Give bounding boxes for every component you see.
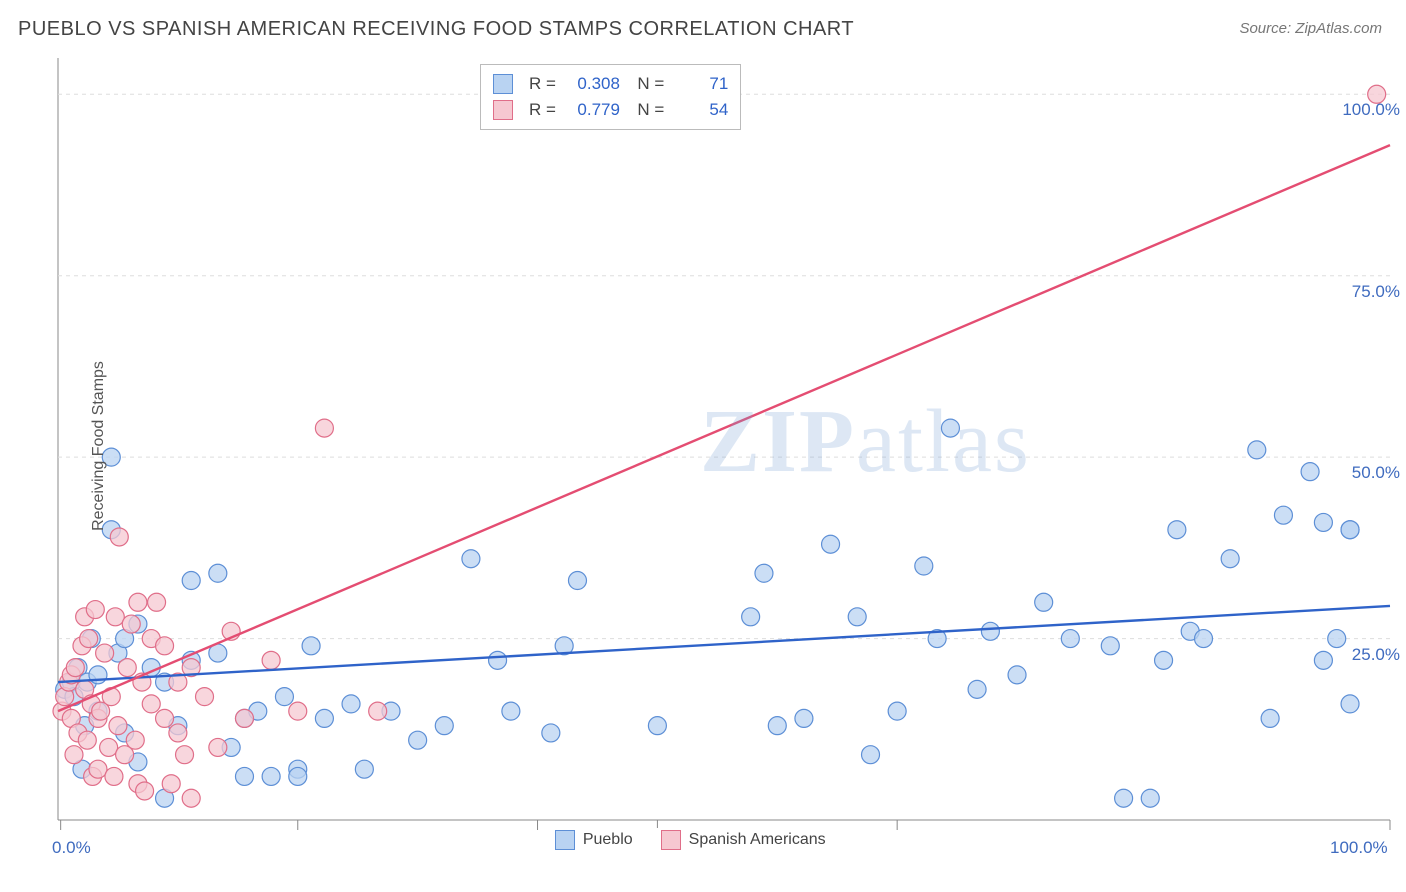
x-axis-max-label: 100.0% — [1330, 838, 1388, 858]
y-tick-label: 50.0% — [1320, 463, 1400, 483]
legend-label: Spanish Americans — [689, 831, 826, 848]
legend-swatch — [493, 74, 513, 94]
correlation-stats-legend: R = 0.308 N = 71R = 0.779 N = 54 — [480, 64, 741, 130]
stat-n-value: 54 — [672, 97, 728, 123]
chart-title: PUEBLO VS SPANISH AMERICAN RECEIVING FOO… — [18, 18, 854, 41]
y-tick-label: 25.0% — [1320, 645, 1400, 665]
y-tick-label: 75.0% — [1320, 282, 1400, 302]
x-axis-min-label: 0.0% — [52, 838, 91, 858]
stat-n-label: N = — [628, 71, 664, 97]
stat-n-value: 71 — [672, 71, 728, 97]
stat-r-value: 0.308 — [564, 71, 620, 97]
stat-r-value: 0.779 — [564, 97, 620, 123]
legend-swatch — [661, 830, 681, 850]
legend-swatch — [555, 830, 575, 850]
source-attribution: Source: ZipAtlas.com — [1239, 20, 1382, 37]
y-axis-label: Receiving Food Stamps — [90, 361, 108, 531]
stat-r-label: R = — [529, 71, 556, 97]
stats-legend-row: R = 0.308 N = 71 — [493, 71, 728, 97]
scatter-plot-svg — [0, 0, 1406, 892]
stats-legend-row: R = 0.779 N = 54 — [493, 97, 728, 123]
legend-item: Spanish Americans — [661, 830, 826, 850]
y-tick-label: 100.0% — [1320, 100, 1400, 120]
correlation-chart: PUEBLO VS SPANISH AMERICAN RECEIVING FOO… — [0, 0, 1406, 892]
legend-label: Pueblo — [583, 831, 633, 848]
stat-n-label: N = — [628, 97, 664, 123]
legend-bottom: Pueblo Spanish Americans — [551, 828, 830, 852]
legend-swatch — [493, 100, 513, 120]
legend-item: Pueblo — [555, 830, 633, 850]
stat-r-label: R = — [529, 97, 556, 123]
